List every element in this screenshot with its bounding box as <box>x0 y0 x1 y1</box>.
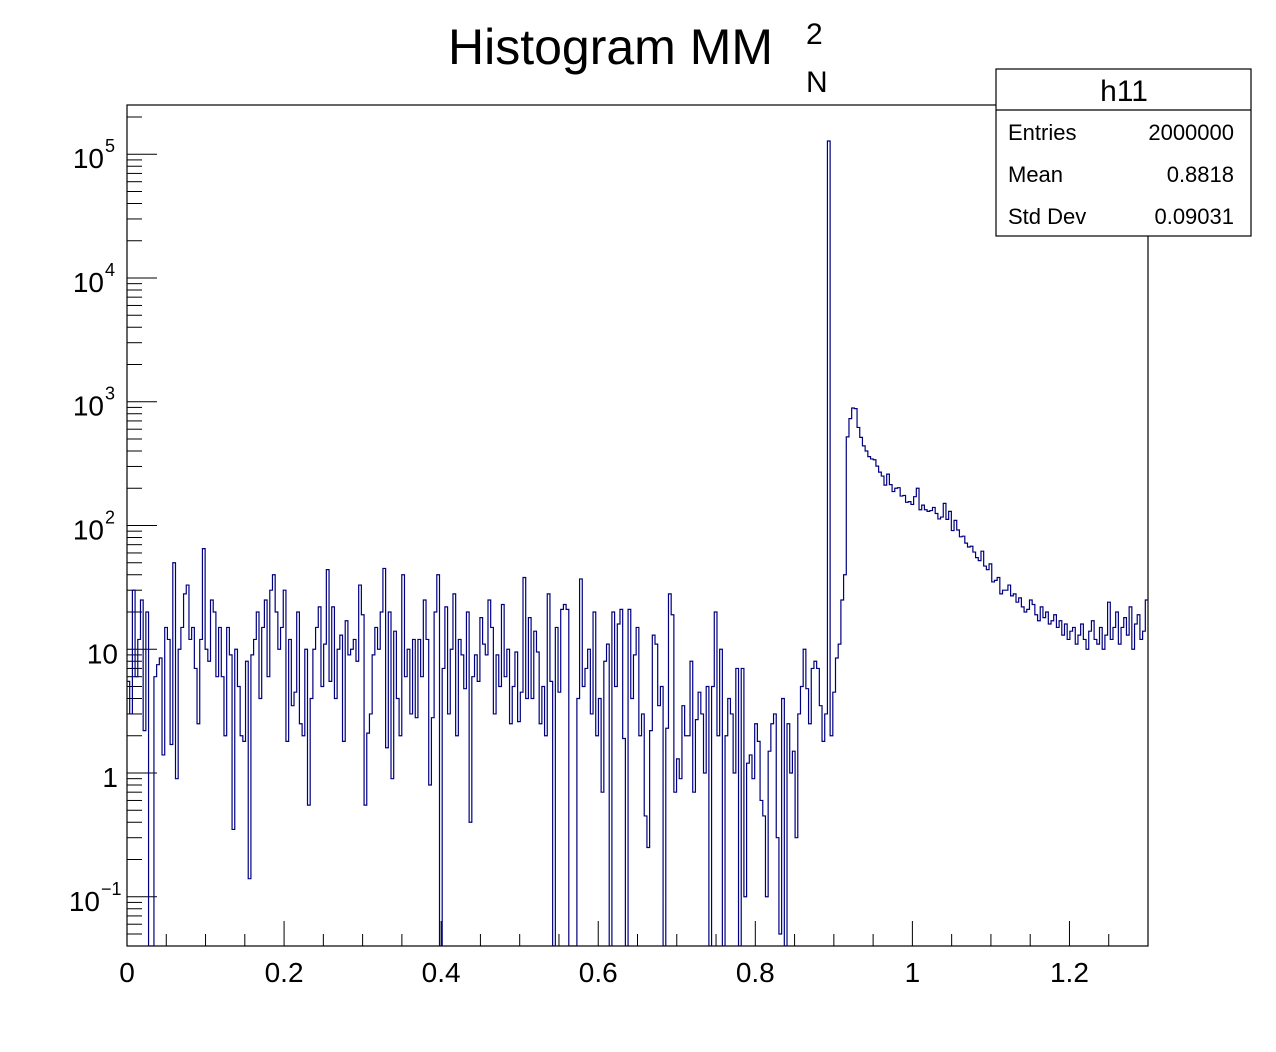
stats-mean-value: 0.8818 <box>1167 162 1234 187</box>
chart-title: Histogram MM 2 N <box>448 18 828 99</box>
x-axis: 0 0.2 0.4 0.6 0.8 1 1.2 <box>119 921 1149 988</box>
y-tick-exponent: 2 <box>105 508 115 528</box>
y-tick-exponent: 4 <box>105 260 115 280</box>
y-tick-label: 10 <box>69 886 100 917</box>
x-tick-label: 0.6 <box>579 957 618 988</box>
x-tick-label: 1.2 <box>1050 957 1089 988</box>
chart-title-main: Histogram MM <box>448 19 773 75</box>
x-tick-label: 1 <box>905 957 921 988</box>
y-tick-label: 10 <box>87 638 118 669</box>
stats-mean-label: Mean <box>1008 162 1063 187</box>
x-tick-label: 0.2 <box>265 957 304 988</box>
histogram-line <box>127 140 1148 946</box>
y-tick-label: 10 <box>73 391 104 422</box>
x-tick-label: 0.8 <box>736 957 775 988</box>
stats-entries-label: Entries <box>1008 120 1076 145</box>
x-tick-label: 0 <box>119 957 135 988</box>
stats-stddev-value: 0.09031 <box>1154 204 1234 229</box>
histogram-series <box>127 140 1148 946</box>
chart-title-superscript: 2 <box>806 18 823 51</box>
stats-box-name: h11 <box>1100 75 1148 108</box>
x-tick-label: 0.4 <box>422 957 461 988</box>
chart-title-subscript: N <box>806 66 828 99</box>
y-tick-label: 1 <box>102 762 118 793</box>
y-tick-exponent: 3 <box>105 384 115 404</box>
y-tick-label: 10 <box>73 267 104 298</box>
y-tick-exponent: −1 <box>101 879 122 899</box>
y-tick-label: 10 <box>73 143 104 174</box>
stats-box-frame <box>995 68 1252 237</box>
stats-entries-value: 2000000 <box>1148 120 1234 145</box>
stats-box: h11 Entries 2000000 Mean 0.8818 Std Dev … <box>995 68 1252 237</box>
y-tick-label: 10 <box>73 515 104 546</box>
plot-frame <box>126 104 1149 947</box>
y-tick-exponent: 5 <box>105 136 115 156</box>
stats-stddev-label: Std Dev <box>1008 204 1086 229</box>
